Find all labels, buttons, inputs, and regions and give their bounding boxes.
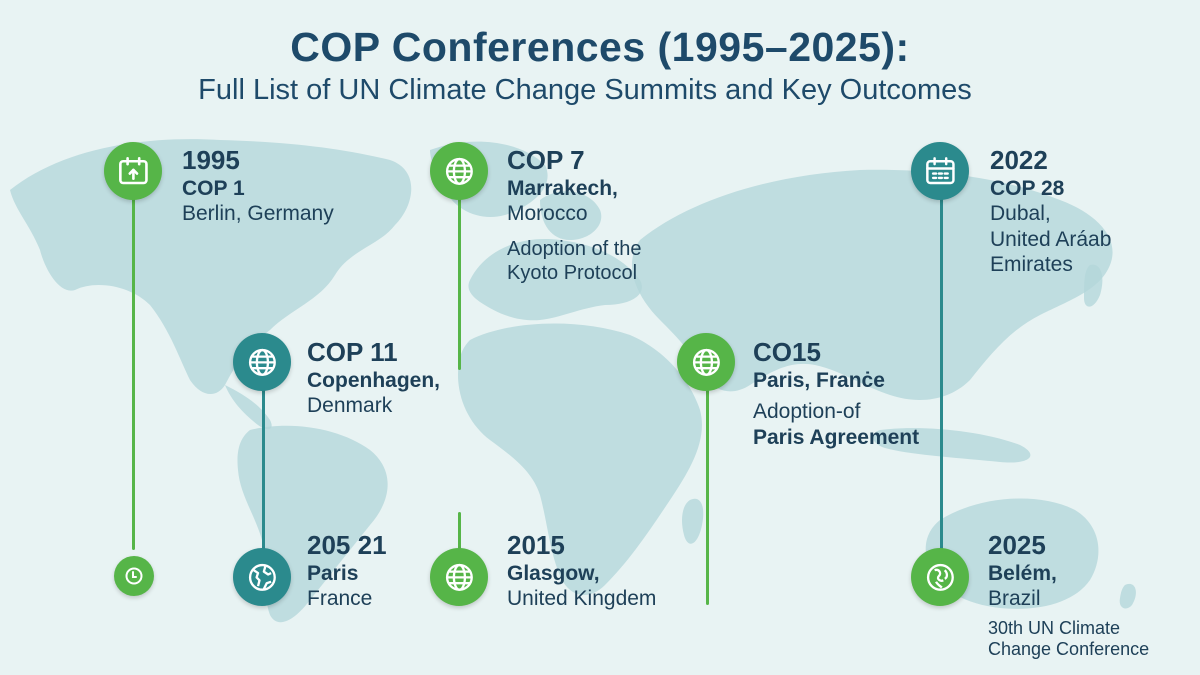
entry-location: Paris, Franċe (753, 369, 885, 393)
timeline-entry-2015: 2015 Glasgow, United Kingdem (507, 530, 656, 612)
globe-map-icon (233, 548, 291, 606)
entry-year: 1995 (182, 145, 240, 175)
timeline-line (262, 385, 265, 550)
entry-outcome-line: Kyoto Protocol (507, 261, 638, 284)
timeline-entry-cop7: COP 7 Marrakech, Morocco Adoption of the… (507, 145, 642, 285)
entry-outcome-line: Adoption-of (753, 400, 861, 424)
entry-location: United Aráab (990, 227, 1112, 251)
timeline-line (132, 190, 135, 550)
timeline-entry-2025: 2025 Belém, Brazil 30th UN Climate Chang… (988, 530, 1149, 661)
entry-outcome-line: 30th UN Climate (988, 617, 1121, 638)
globe-icon (233, 333, 291, 391)
entry-location: Marrakech, (507, 177, 618, 201)
timeline-entry-cop15: CO15 Paris, Franċe Adoption-of Paris Ag… (753, 337, 919, 450)
entry-location: Dubal, (990, 202, 1051, 226)
globe-icon (677, 333, 735, 391)
entry-cop: COP 28 (990, 177, 1065, 201)
entry-cop: CO15 (753, 337, 821, 367)
entry-outcome: Adoption of the Kyoto Protocol (507, 237, 642, 285)
entry-location: Paris (307, 562, 359, 586)
globe-icon (430, 548, 488, 606)
entry-year: 205 21 (307, 530, 387, 560)
page-title: COP Conferences (1995–2025): (290, 24, 910, 70)
page-subtitle: Full List of UN Climate Change Summits a… (198, 74, 972, 106)
entry-outcome-line: Paris Agreement (753, 425, 920, 449)
entry-location: Glasgow, (507, 562, 600, 586)
globe-icon (430, 142, 488, 200)
entry-outcome-line: Adoption of the (507, 237, 642, 260)
entry-location: Berlin, Germany (182, 202, 334, 226)
entry-location: Copenhagen, (307, 369, 441, 393)
entry-location: United Kingdem (507, 587, 657, 611)
entry-location: Morocco (507, 202, 588, 226)
timeline-line (458, 512, 461, 550)
entry-outcome: Adoption-of Paris Agreement (753, 399, 919, 449)
entry-year: 2025 (988, 530, 1046, 560)
calendar-icon (104, 142, 162, 200)
timeline-entry-2021: 205 21 Paris France (307, 530, 387, 612)
entry-location: Brazil (988, 587, 1041, 611)
entry-cop: COP 11 (307, 337, 398, 367)
entry-cop: COP 7 (507, 145, 585, 175)
timeline-entry-2022: 2022 COP 28 Dubal, United Aráab Emirate… (990, 145, 1111, 277)
entry-location: France (307, 587, 373, 611)
entry-year: 2015 (507, 530, 565, 560)
timeline-entry-1995: 1995 COP 1 Berlin, Germany (182, 145, 334, 227)
timeline-entry-cop11: COP 11 Copenhagen, Denmark (307, 337, 440, 419)
entry-outcome: 30th UN Climate Change Conference (988, 618, 1149, 661)
entry-location: Belém, (988, 562, 1057, 586)
calendar-icon (911, 142, 969, 200)
timeline-line (940, 190, 943, 550)
timeline-line (458, 190, 461, 370)
entry-location: Denmark (307, 394, 393, 418)
timeline-line (706, 385, 709, 605)
clock-icon (114, 556, 154, 596)
entry-year: 2022 (990, 145, 1048, 175)
leaf-globe-icon (911, 548, 969, 606)
entry-location: Emirates (990, 252, 1073, 276)
entry-outcome-line: Change Conference (988, 639, 1150, 660)
entry-cop: COP 1 (182, 177, 245, 201)
